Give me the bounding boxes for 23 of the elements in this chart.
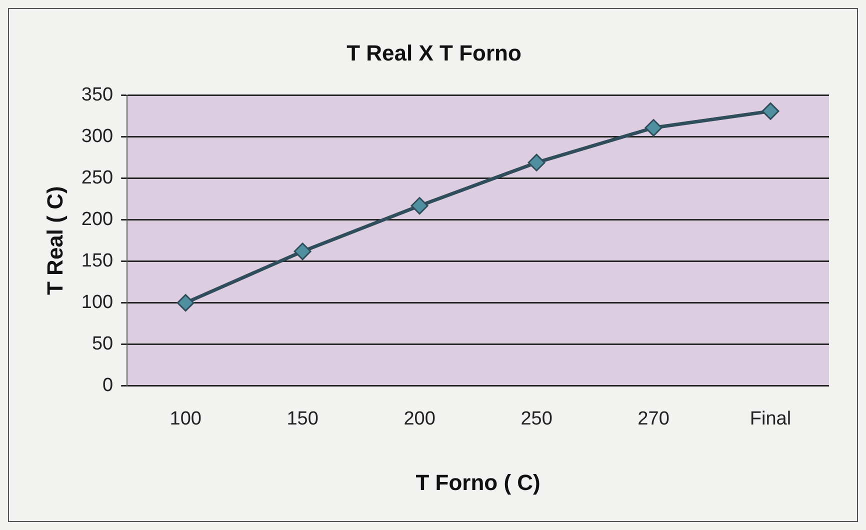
y-tick-label: 50 bbox=[92, 334, 114, 355]
x-tick-label: 100 bbox=[170, 408, 202, 430]
y-tick-label: 300 bbox=[81, 126, 114, 148]
x-tick-label: 150 bbox=[286, 408, 318, 430]
x-axis-title: T Forno ( C) bbox=[416, 470, 540, 495]
point bbox=[294, 242, 312, 260]
x-tick-label: 270 bbox=[638, 408, 670, 430]
point bbox=[176, 294, 194, 312]
y-tick-label: 350 bbox=[81, 84, 114, 106]
y-axis-title: T Real ( C) bbox=[42, 186, 68, 295]
point bbox=[644, 119, 662, 137]
point bbox=[410, 197, 428, 214]
y-tick-label: 200 bbox=[81, 209, 114, 230]
point bbox=[528, 154, 546, 172]
y-tick-label: 100 bbox=[81, 292, 114, 314]
y-tick-label: 150 bbox=[81, 250, 114, 272]
chart-title: T Real X T Forno bbox=[346, 40, 522, 66]
y-tick-label: 0 bbox=[102, 375, 114, 396]
x-tick-label: Final bbox=[750, 408, 792, 430]
x-tick-label: 200 bbox=[404, 408, 436, 430]
point bbox=[762, 102, 780, 120]
y-tick-label: 250 bbox=[81, 168, 114, 189]
x-tick-label: 250 bbox=[520, 408, 552, 430]
